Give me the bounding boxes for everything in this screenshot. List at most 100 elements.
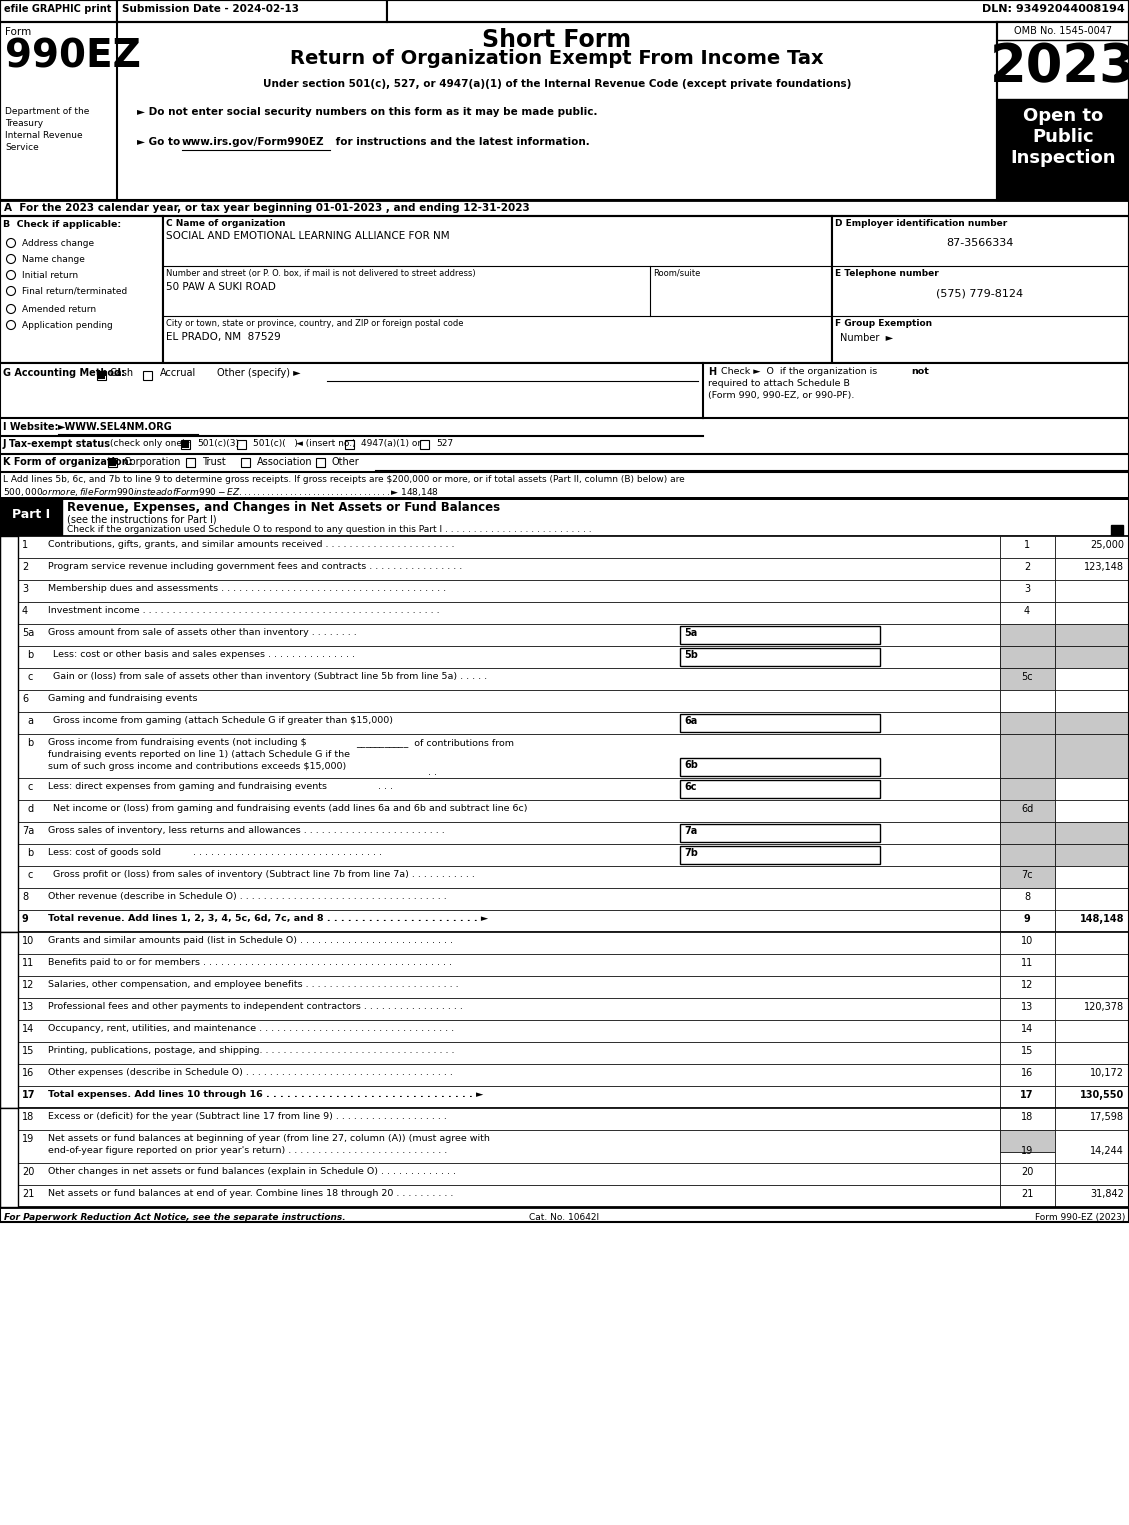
Text: 7b: 7b [684, 848, 698, 859]
Text: F Group Exemption: F Group Exemption [835, 319, 933, 328]
Text: Application pending: Application pending [21, 320, 113, 329]
Text: Check if the organization used Schedule O to respond to any question in this Par: Check if the organization used Schedule … [67, 525, 592, 534]
Text: 5a: 5a [21, 628, 34, 637]
Bar [98, 372, 105, 380]
Text: 1: 1 [1024, 540, 1030, 551]
Text: Gain or (loss) from sale of assets other than inventory (Subtract line 5b from l: Gain or (loss) from sale of assets other… [53, 673, 487, 682]
Text: Revenue: Revenue [5, 709, 14, 759]
Text: Submission Date - 2024-02-13: Submission Date - 2024-02-13 [122, 5, 299, 14]
Bar [108, 458, 117, 467]
Text: I Website:: I Website: [3, 422, 59, 432]
Text: 6d: 6d [1021, 804, 1033, 814]
Text: efile GRAPHIC print: efile GRAPHIC print [5, 5, 112, 14]
Text: 3: 3 [21, 584, 28, 595]
Text: A  For the 2023 calendar year, or tax year beginning 01-01-2023 , and ending 12-: A For the 2023 calendar year, or tax yea… [5, 203, 530, 214]
Bar [680, 714, 879, 732]
Text: 2: 2 [1024, 563, 1030, 572]
Bar [1054, 1185, 1129, 1206]
Bar [1054, 712, 1129, 734]
Text: Other changes in net assets or fund balances (explain in Schedule O) . . . . . .: Other changes in net assets or fund bala… [49, 1167, 456, 1176]
Text: ◄ (insert no.): ◄ (insert no.) [296, 439, 356, 448]
Bar [18, 1130, 1000, 1164]
Text: 13: 13 [1021, 1002, 1033, 1013]
Bar [1111, 525, 1123, 535]
Bar [1000, 580, 1054, 602]
Bar [1000, 778, 1054, 801]
Text: 16: 16 [1021, 1068, 1033, 1078]
Bar [1000, 1020, 1054, 1042]
Bar [18, 734, 1000, 778]
Bar [186, 458, 195, 467]
Text: Open to
Public
Inspection: Open to Public Inspection [1010, 107, 1115, 166]
Bar [0, 0, 1129, 21]
Bar [18, 955, 1000, 976]
Bar [1000, 888, 1054, 910]
Bar [117, 21, 997, 200]
Bar [1000, 910, 1054, 932]
Bar [18, 624, 1000, 647]
Text: 5b: 5b [684, 650, 698, 660]
Bar [18, 1164, 1000, 1185]
Bar [997, 21, 1129, 200]
Text: b: b [27, 738, 33, 747]
Bar [1054, 955, 1129, 976]
Bar [1054, 647, 1129, 668]
Bar [18, 822, 1000, 843]
Bar [1000, 955, 1054, 976]
Text: 16: 16 [21, 1068, 34, 1078]
Text: Excess or (deficit) for the year (Subtract line 17 from line 9) . . . . . . . . : Excess or (deficit) for the year (Subtra… [49, 1112, 447, 1121]
Text: For Paperwork Reduction Act Notice, see the separate instructions.: For Paperwork Reduction Act Notice, see … [5, 1212, 345, 1222]
Text: www.irs.gov/Form990EZ: www.irs.gov/Form990EZ [182, 137, 325, 146]
Text: Check ►  O  if the organization is: Check ► O if the organization is [721, 368, 881, 377]
Text: Form 990-EZ (2023): Form 990-EZ (2023) [1034, 1212, 1124, 1222]
Bar [1054, 580, 1129, 602]
Bar [1054, 734, 1129, 778]
Bar [1054, 1020, 1129, 1042]
Bar [1000, 689, 1054, 712]
Text: Gross profit or (loss) from sales of inventory (Subtract line 7b from line 7a) .: Gross profit or (loss) from sales of inv… [53, 869, 475, 878]
Bar [680, 824, 879, 842]
Text: 10: 10 [1021, 936, 1033, 946]
Text: Total expenses. Add lines 10 through 16 . . . . . . . . . . . . . . . . . . . . : Total expenses. Add lines 10 through 16 … [49, 1090, 483, 1100]
Text: Benefits paid to or for members . . . . . . . . . . . . . . . . . . . . . . . . : Benefits paid to or for members . . . . … [49, 958, 452, 967]
Bar [1054, 801, 1129, 822]
Text: Internal Revenue: Internal Revenue [5, 131, 82, 140]
Text: b: b [27, 650, 33, 660]
Bar [680, 779, 879, 798]
Bar [1000, 997, 1054, 1020]
Text: E Telephone number: E Telephone number [835, 268, 938, 278]
Text: Expenses: Expenses [5, 993, 14, 1048]
Text: ► Go to: ► Go to [137, 137, 184, 146]
Bar [1000, 624, 1054, 647]
Text: 148,148: 148,148 [1079, 913, 1124, 924]
Text: a: a [27, 717, 33, 726]
Bar [18, 647, 1000, 668]
Bar [1054, 535, 1129, 558]
Text: EL PRADO, NM  87529: EL PRADO, NM 87529 [166, 332, 281, 342]
Bar [240, 458, 250, 467]
Bar [18, 558, 1000, 580]
Bar [1000, 1185, 1054, 1206]
Bar [1000, 843, 1054, 866]
Text: 11: 11 [21, 958, 34, 968]
Bar [387, 0, 1129, 21]
Text: 130,550: 130,550 [1079, 1090, 1124, 1100]
Text: G Accounting Method:: G Accounting Method: [3, 368, 125, 378]
Text: c: c [27, 782, 33, 791]
Bar [0, 21, 117, 200]
Text: 12: 12 [21, 981, 34, 990]
Text: Investment income . . . . . . . . . . . . . . . . . . . . . . . . . . . . . . . : Investment income . . . . . . . . . . . … [49, 605, 439, 615]
Text: Initial return: Initial return [21, 271, 78, 281]
Text: Net income or (loss) from gaming and fundraising events (add lines 6a and 6b and: Net income or (loss) from gaming and fun… [53, 804, 527, 813]
Text: Other: Other [332, 458, 360, 467]
Bar [1054, 558, 1129, 580]
Text: 6b: 6b [684, 759, 698, 770]
Text: 5c: 5c [1022, 673, 1033, 682]
Text: 50 PAW A SUKI ROAD: 50 PAW A SUKI ROAD [166, 282, 275, 291]
Text: (check only one) ·: (check only one) · [110, 439, 191, 448]
Text: 18: 18 [1021, 1112, 1033, 1122]
Text: 14: 14 [1021, 1023, 1033, 1034]
Text: ►WWW.SEL4NM.ORG: ►WWW.SEL4NM.ORG [58, 422, 173, 432]
Bar [1000, 647, 1054, 668]
Text: OMB No. 1545-0047: OMB No. 1545-0047 [1014, 26, 1112, 37]
